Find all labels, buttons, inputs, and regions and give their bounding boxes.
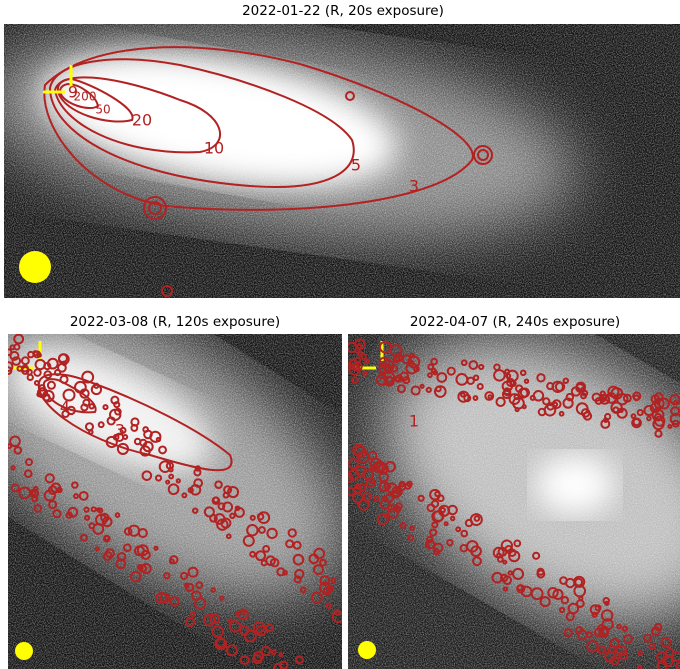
contour-label: 10 <box>204 139 224 158</box>
contour-label: 200 <box>74 90 97 104</box>
contour-label: 20 <box>132 111 152 130</box>
contour-label: 5 <box>351 156 361 175</box>
contour-label: 50 <box>95 103 110 117</box>
contour-label: 1 <box>409 412 419 431</box>
image-panel: 1 <box>335 281 680 669</box>
contour-label: 3 <box>409 177 419 196</box>
image-panel: 4 3 <box>0 240 395 669</box>
panel-title: 2022-03-08 (R, 120s exposure) <box>70 314 280 330</box>
image-panel: 9 200 50 20 10 5 3 <box>0 0 680 298</box>
panel-title: 2022-01-22 (R, 20s exposure) <box>242 3 444 19</box>
panel-title: 2022-04-07 (R, 240s exposure) <box>410 314 620 330</box>
figure: 2022-01-22 (R, 20s exposure) 9 200 50 20… <box>0 0 680 669</box>
